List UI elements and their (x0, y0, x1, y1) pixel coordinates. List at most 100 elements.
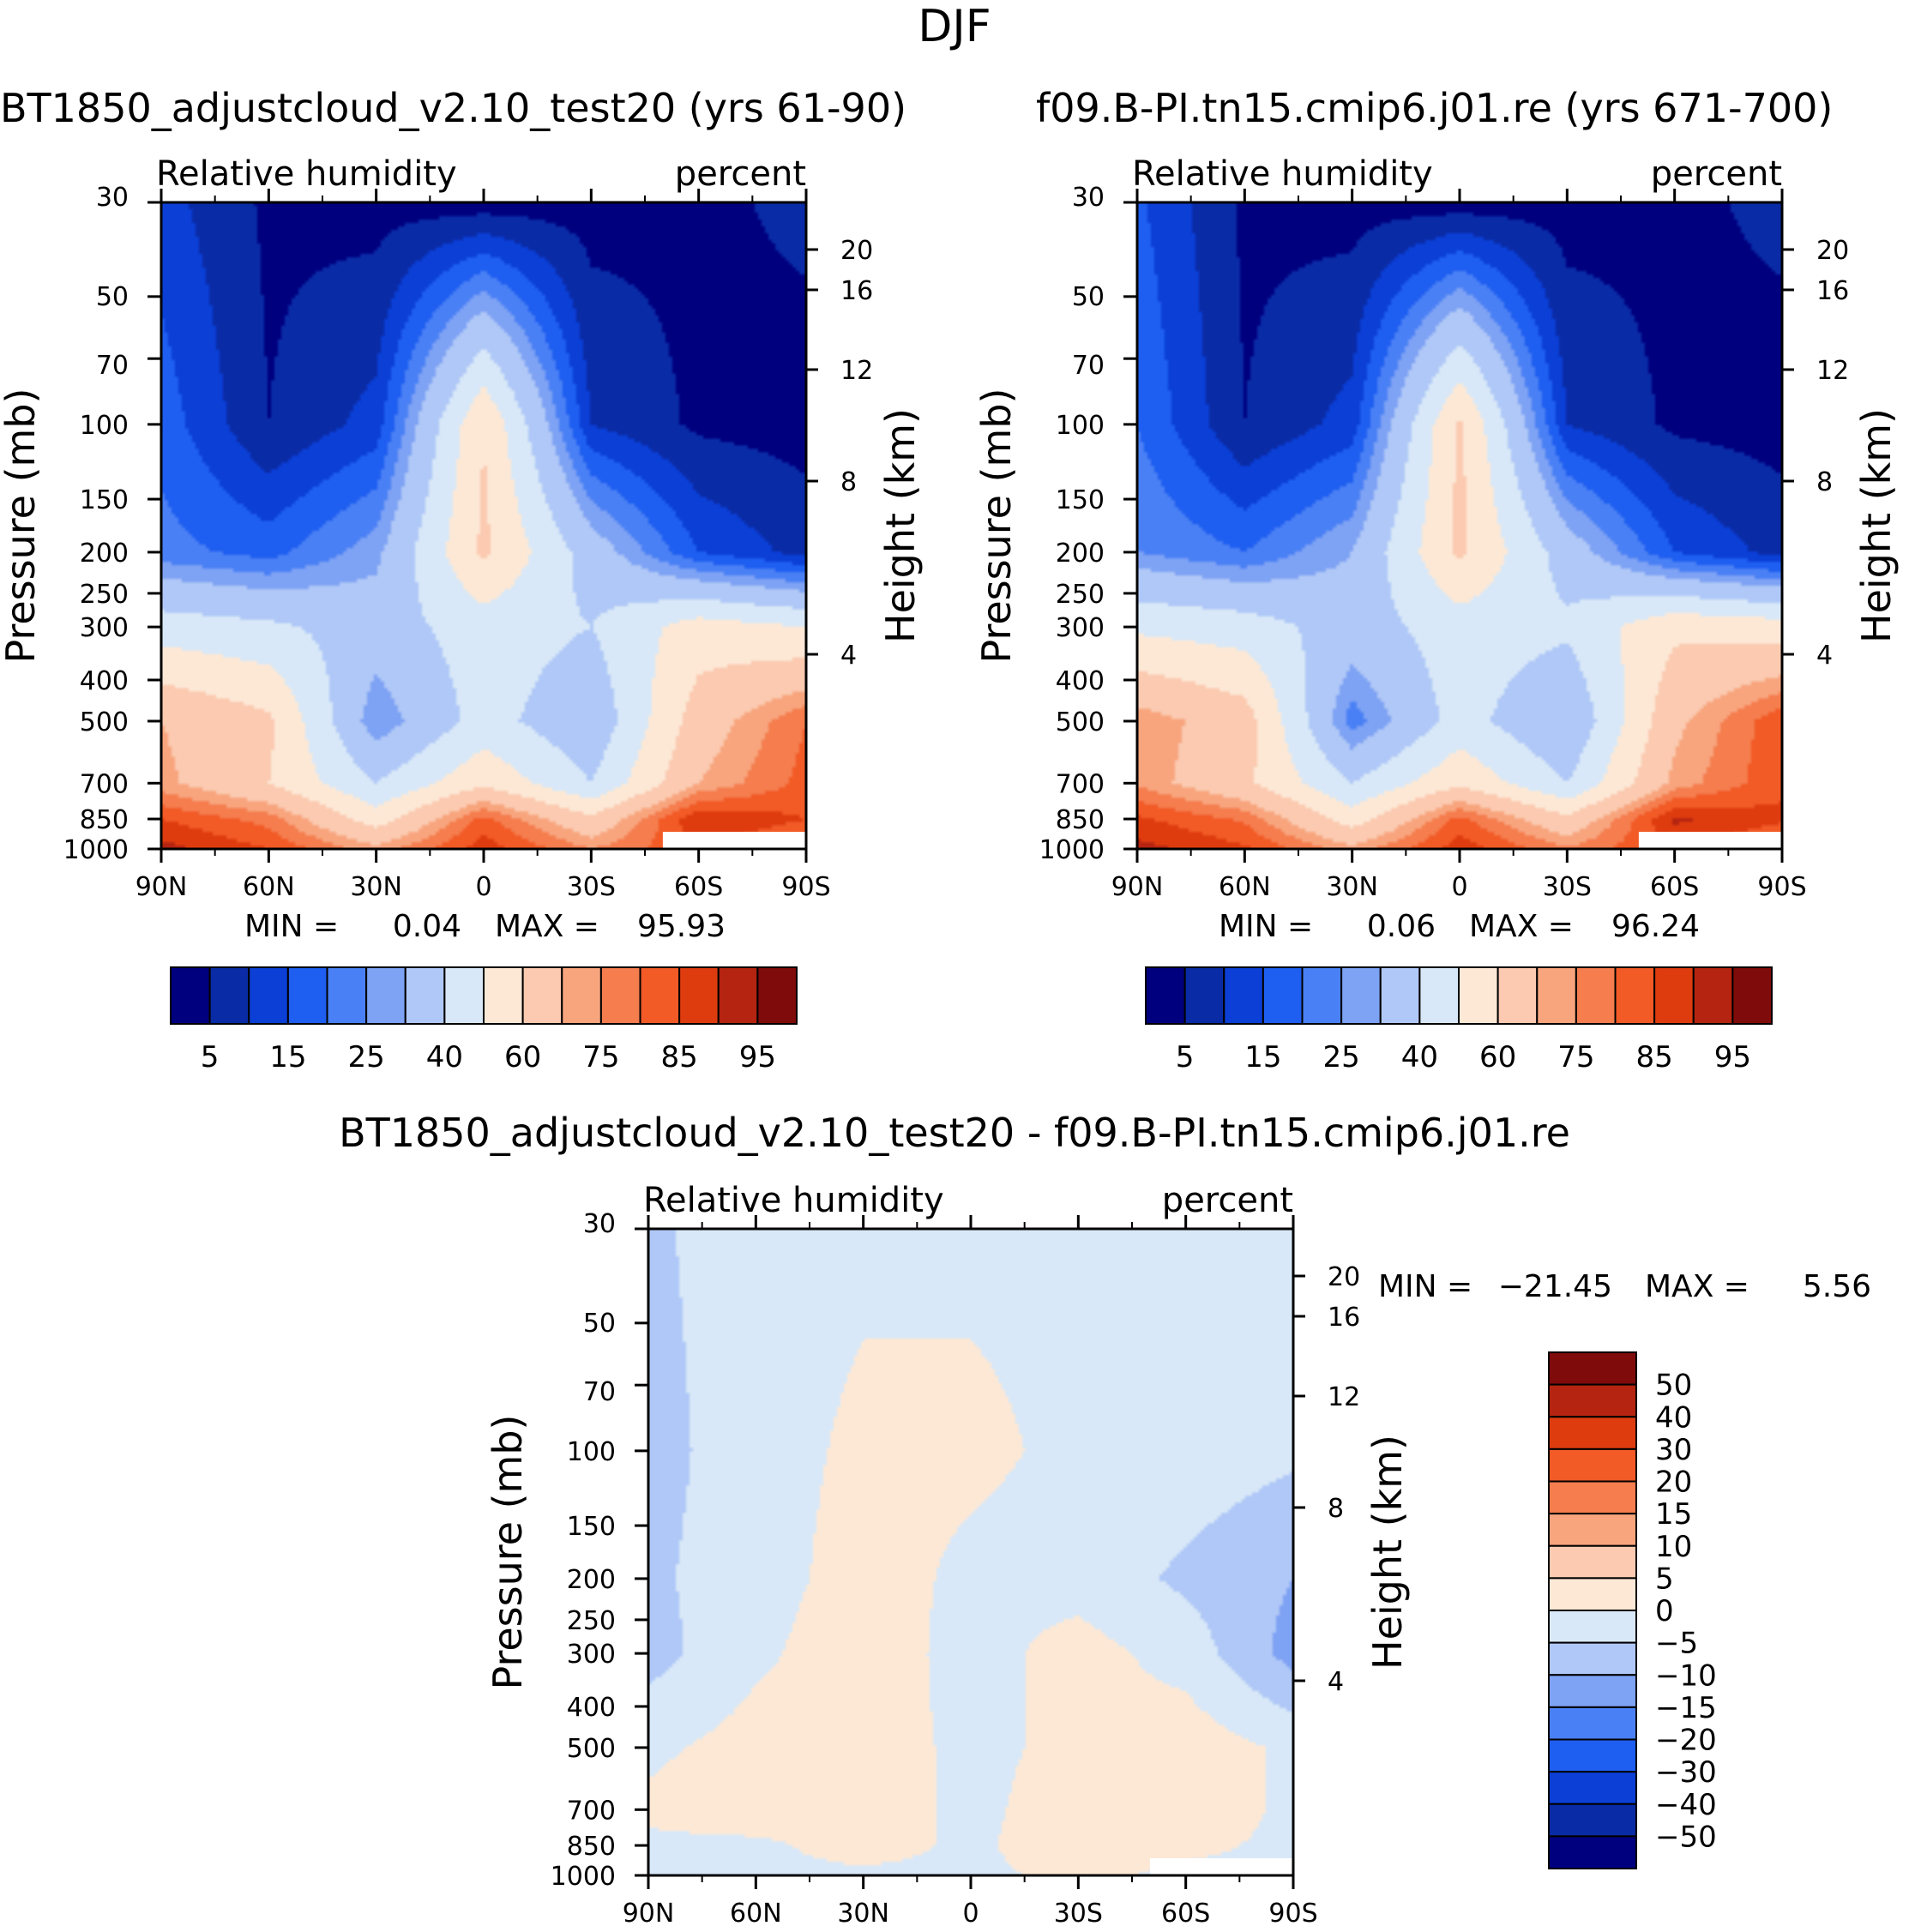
y-tick-label: 700 (1056, 769, 1105, 799)
colorbar-label: 15 (1655, 1497, 1692, 1532)
x-tick-label: 0 (475, 872, 491, 902)
y-tick-label: 500 (80, 707, 129, 737)
colorbar-box (1145, 966, 1186, 1025)
y-axis-title: Pressure (mb) (0, 388, 44, 664)
y-tick-label: 50 (1072, 282, 1105, 312)
x-tick-label: 90N (623, 1899, 675, 1929)
x-tick-label: 60S (1650, 872, 1699, 902)
y-tick-label: 100 (567, 1437, 616, 1467)
y2-axis-title: Height (km) (1364, 1435, 1411, 1670)
colorbar-box (1548, 1351, 1637, 1386)
y-tick-label: 850 (567, 1832, 616, 1862)
y-tick-label: 400 (567, 1693, 616, 1723)
colorbar-box (1379, 966, 1421, 1025)
max-value: 5.56 (1803, 1269, 1871, 1304)
y2-tick-label: 12 (1328, 1382, 1360, 1412)
min-value: −21.45 (1498, 1269, 1612, 1304)
colorbar-box (1548, 1447, 1637, 1483)
colorbar-label: 60 (1479, 1040, 1516, 1074)
y-axis-title: Pressure (mb) (485, 1415, 531, 1690)
colorbar-label: −5 (1655, 1627, 1698, 1661)
min-value: 0.06 (1367, 909, 1436, 944)
colorbar-label: 15 (269, 1040, 306, 1074)
y-tick-label: 700 (80, 769, 129, 799)
y-tick-label: 100 (1056, 411, 1105, 441)
colorbar-label: 85 (660, 1040, 697, 1074)
y2-tick-label: 4 (1328, 1667, 1344, 1697)
y-tick-label: 30 (1072, 183, 1105, 213)
colorbar-label: −20 (1655, 1724, 1717, 1758)
units-label: percent (1651, 154, 1782, 194)
x-tick-label: 0 (962, 1899, 979, 1929)
y2-tick-label: 4 (1816, 641, 1833, 671)
max-label: MAX = (495, 909, 599, 944)
x-tick-label: 90S (781, 872, 830, 902)
figure-title: DJF (918, 1, 991, 52)
colorbar-label: −15 (1655, 1691, 1717, 1725)
colorbar-box (365, 966, 406, 1025)
colorbar-label: −10 (1655, 1658, 1717, 1693)
colorbar-box (1548, 1544, 1637, 1580)
colorbar-label: 5 (1176, 1040, 1195, 1074)
y-axis-title: Pressure (mb) (973, 388, 1020, 664)
x-tick-label: 0 (1451, 872, 1467, 902)
colorbar-label: 60 (504, 1040, 541, 1074)
colorbar-label: 30 (1655, 1433, 1692, 1467)
colorbar-label: 75 (1557, 1040, 1594, 1074)
colorbar-label: 0 (1655, 1594, 1674, 1628)
min-label: MIN = (1378, 1269, 1472, 1304)
colorbar-label: 25 (347, 1040, 384, 1074)
colorbar-box (208, 966, 250, 1025)
y2-tick-label: 20 (1328, 1262, 1360, 1292)
x-tick-label: 90S (1757, 872, 1806, 902)
colorbar-box (1548, 1610, 1637, 1644)
colorbar-box (1548, 1706, 1637, 1741)
colorbar-label: 40 (1401, 1040, 1438, 1074)
y-tick-label: 50 (583, 1309, 616, 1339)
y-tick-label: 70 (96, 351, 129, 381)
y2-tick-label: 12 (1816, 356, 1849, 386)
colorbar-box (561, 966, 602, 1025)
colorbar-box (678, 966, 720, 1025)
y-tick-label: 300 (80, 613, 129, 643)
x-tick-label: 90N (135, 872, 188, 902)
colorbar-box (286, 966, 328, 1025)
y-tick-label: 100 (80, 411, 129, 441)
colorbar-box (1418, 966, 1460, 1025)
colorbar-box (1548, 1383, 1637, 1418)
y-tick-label: 200 (567, 1565, 616, 1595)
colorbar-box (483, 966, 524, 1025)
colorbar-box (1731, 966, 1773, 1025)
colorbar-label: 40 (426, 1040, 463, 1074)
y-tick-label: 700 (567, 1796, 616, 1826)
colorbar-label: 40 (1655, 1400, 1692, 1435)
colorbar-label: 25 (1322, 1040, 1359, 1074)
y-tick-label: 250 (80, 580, 129, 610)
colorbar-box (639, 966, 681, 1025)
colorbar-box (443, 966, 485, 1025)
colorbar-box (1262, 966, 1304, 1025)
y2-tick-label: 8 (1816, 467, 1833, 497)
y-tick-label: 150 (1056, 485, 1105, 515)
colorbar-box (1548, 1577, 1637, 1611)
colorbar-box (1458, 966, 1499, 1025)
y2-axis-title: Height (km) (1853, 408, 1900, 643)
colorbar-box (1614, 966, 1656, 1025)
y2-tick-label: 8 (1328, 1494, 1344, 1524)
y-tick-label: 200 (1056, 539, 1105, 569)
y-tick-label: 400 (80, 666, 129, 696)
x-tick-label: 30S (1054, 1899, 1103, 1929)
y-tick-label: 150 (80, 485, 129, 515)
colorbar-label: −30 (1655, 1755, 1717, 1790)
colorbar-box (756, 966, 798, 1025)
max-label: MAX = (1469, 909, 1574, 944)
y-tick-label: 1000 (1039, 835, 1105, 865)
y-tick-label: 500 (1056, 707, 1105, 737)
x-tick-label: 30N (837, 1899, 889, 1929)
colorbar-box (1548, 1641, 1637, 1676)
x-tick-label: 30S (1543, 872, 1592, 902)
colorbar-box (248, 966, 289, 1025)
colorbar-label: 75 (582, 1040, 619, 1074)
colorbar-label: 50 (1655, 1369, 1692, 1403)
